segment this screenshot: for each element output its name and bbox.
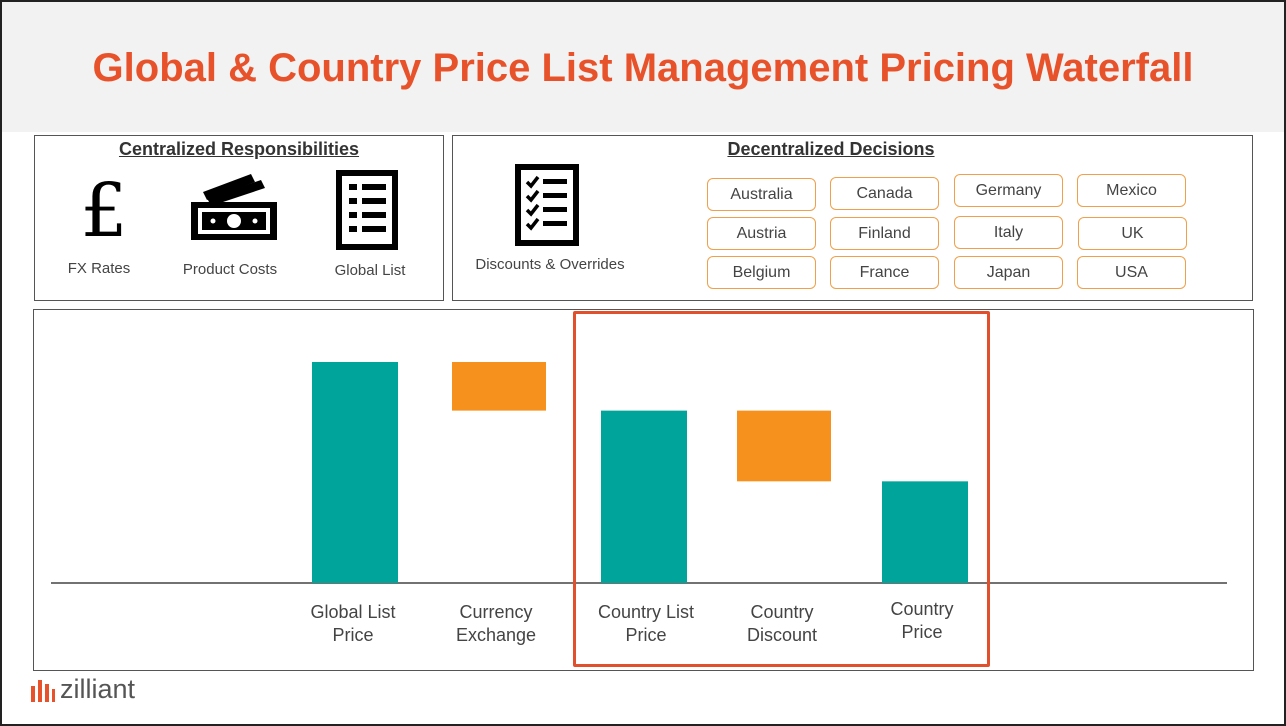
bar-currency-exchange [452,362,546,411]
centralized-panel: Centralized Responsibilities £ FX Rates … [34,135,444,301]
bar-country-discount [737,410,831,482]
xlabel-3: Country Discount [722,601,842,647]
xlabel-4-line-2: Price [901,622,943,642]
country-japan: Japan [954,256,1063,289]
xlabel-0-line-2: Price [332,625,374,645]
xlabel-3-line-2: Discount [746,625,818,645]
xlabel-1-line-1: Currency [459,602,533,622]
country-finland: Finland [830,217,939,250]
xlabel-4: Country Price [862,598,982,644]
checklist-icon [515,164,579,246]
xlabel-0-line-1: Global List [310,602,396,622]
country-austria: Austria [707,217,816,250]
discounts-overrides-label: Discounts & Overrides [475,256,625,273]
country-italy: Italy [954,216,1063,249]
product-costs-label: Product Costs [182,261,278,278]
country-canada: Canada [830,177,939,210]
bar-country-list-price [601,410,687,583]
zilliant-logo-text: zilliant [60,674,136,704]
country-usa: USA [1077,256,1186,289]
waterfall-chart [51,362,1227,584]
xlabel-2-line-2: Price [625,625,667,645]
centralized-heading: Centralized Responsibilities [118,139,360,159]
waterfall-chart-panel [33,309,1254,671]
xlabel-4-line-1: Country [890,599,954,619]
list-icon [336,170,398,250]
money-stack-icon [189,172,279,242]
bar-country-price [882,481,968,583]
xlabel-2: Country List Price [581,601,711,647]
country-germany: Germany [954,174,1063,207]
xlabel-2-line-1: Country List [597,602,695,622]
decentralized-heading: Decentralized Decisions [727,139,935,159]
country-france: France [830,256,939,289]
country-belgium: Belgium [707,256,816,289]
global-list-label: Global List [334,262,406,279]
country-australia: Australia [707,178,816,211]
svg-text:£: £ [80,170,127,242]
pound-sign-icon: £ [77,168,132,254]
xlabel-1: Currency Exchange [436,601,556,647]
xlabel-0: Global List Price [293,601,413,647]
page-title: Global & Country Price List Management P… [92,46,1194,90]
fx-rates-label: FX Rates [67,260,131,277]
country-uk: UK [1078,217,1187,250]
header-banner: Global & Country Price List Management P… [2,2,1284,132]
xlabel-1-line-2: Exchange [455,625,537,645]
xlabel-3-line-1: Country [750,602,814,622]
country-highlight-box [573,311,990,667]
country-mexico: Mexico [1077,174,1186,207]
bar-global-list-price [312,362,398,583]
